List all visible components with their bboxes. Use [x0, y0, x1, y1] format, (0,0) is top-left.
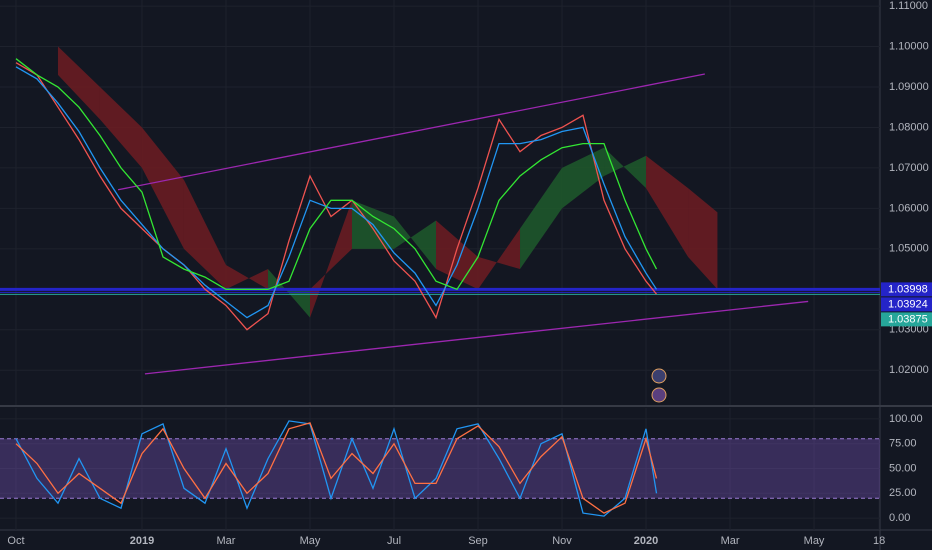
y-tick-label: 1.02000 [889, 364, 929, 376]
event-icon[interactable] [651, 368, 667, 384]
cloud-segment [520, 167, 563, 270]
x-tick-label: Mar [217, 535, 236, 547]
y-tick-label: 100.00 [889, 413, 923, 425]
y-tick-label: 1.03000 [889, 324, 929, 336]
x-tick-label: Sep [468, 535, 488, 547]
x-tick-label: 2020 [634, 535, 658, 547]
cloud-segment [646, 155, 689, 257]
y-tick-label: 75.00 [889, 438, 917, 450]
cloud-segment [309, 200, 352, 318]
cloud-segment [225, 265, 268, 290]
x-tick-label: 2019 [130, 535, 154, 547]
series-line [15, 422, 658, 514]
trend-line [144, 300, 809, 375]
event-icon[interactable] [651, 387, 667, 403]
cloud-segment [562, 147, 605, 209]
x-tick-label: Nov [552, 535, 572, 547]
cloud-segment [394, 216, 437, 270]
cloud-segment [99, 86, 142, 168]
cloud-segment [604, 147, 647, 189]
price-label-box [881, 312, 932, 327]
price-label-box [881, 297, 932, 312]
y-tick-label: 1.10000 [889, 40, 929, 52]
y-tick-label: 1.11000 [889, 0, 928, 12]
x-tick-label: 18 [873, 535, 885, 547]
price-label: 1.03998 [888, 283, 928, 295]
trend-line [117, 73, 705, 191]
cloud-segment [478, 228, 521, 290]
price-label-box [881, 282, 932, 297]
x-tick-label: May [804, 535, 825, 547]
cloud-segment [183, 180, 226, 290]
price-label: 1.03875 [888, 313, 928, 325]
cloud-segment [141, 127, 184, 249]
y-tick-label: 25.00 [889, 487, 917, 499]
price-label: 1.03924 [888, 298, 928, 310]
y-tick-label: 1.09000 [889, 81, 929, 93]
x-tick-label: May [300, 535, 321, 547]
cloud-segment [688, 188, 718, 290]
series-line [15, 58, 658, 291]
series-line [15, 66, 658, 319]
y-tick-label: 0.00 [889, 512, 910, 524]
cloud-segment [57, 46, 100, 120]
x-tick-label: Mar [721, 535, 740, 547]
y-tick-label: 1.05000 [889, 243, 929, 255]
x-tick-label: Jul [387, 535, 401, 547]
x-tick-label: Oct [7, 535, 24, 547]
y-tick-label: 1.07000 [889, 162, 929, 174]
y-tick-label: 1.08000 [889, 121, 929, 133]
y-tick-label: 1.06000 [889, 202, 929, 214]
cloud-segment [267, 269, 310, 318]
y-tick-label: 50.00 [889, 462, 917, 474]
